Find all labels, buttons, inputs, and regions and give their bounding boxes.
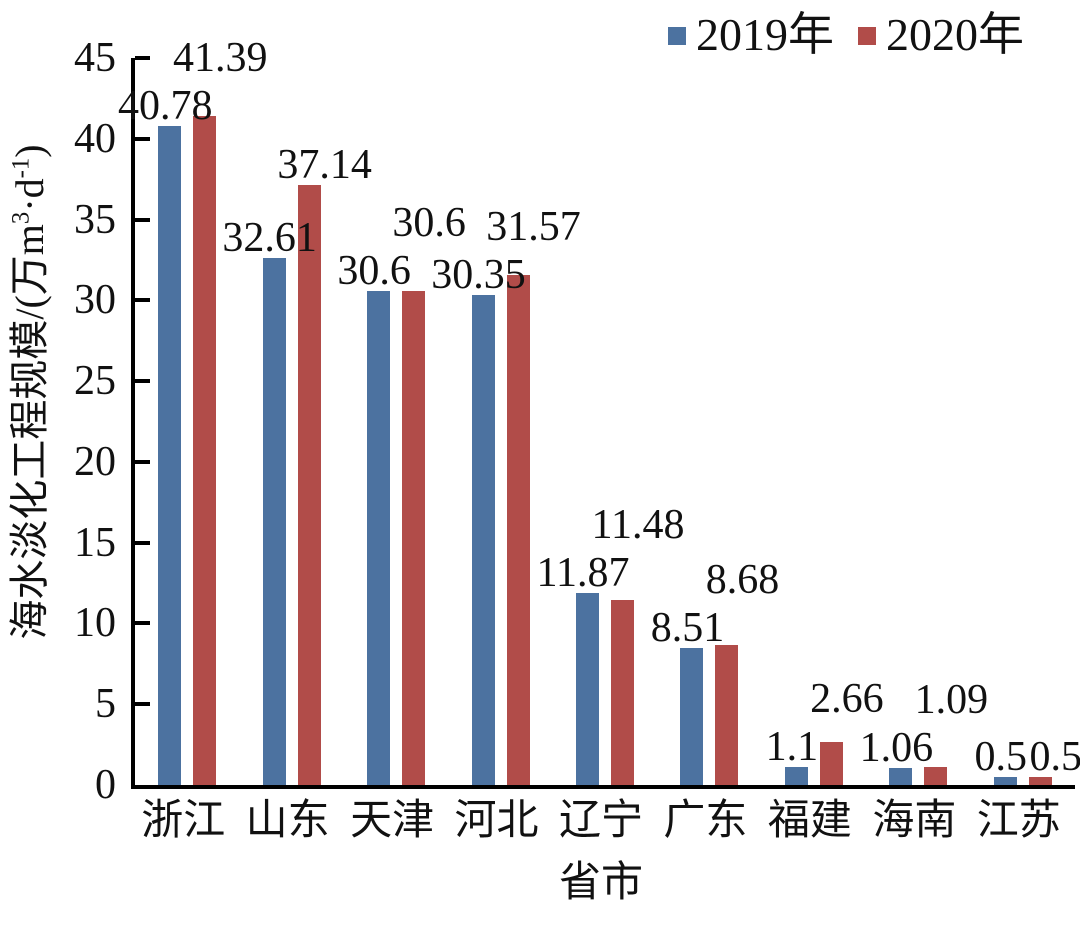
legend-swatch-2019-icon (668, 27, 686, 45)
y-tick-label: 20 (74, 438, 116, 485)
bar-value-label: 30.35 (431, 251, 526, 298)
x-category-label: 广东 (663, 798, 748, 844)
y-tick-mark (135, 459, 150, 464)
plot-area: 40.78 41.39 32.61 37.14 30.6 30.6 30.35 31.57 11… (118, 37, 1080, 789)
bar-value-label: 31.57 (486, 203, 581, 250)
bar-value-label: 37.14 (277, 141, 372, 188)
bar-2020-山东 (297, 184, 321, 785)
bar-value-label: 8.68 (705, 556, 780, 603)
x-category-label: 辽宁 (558, 798, 643, 844)
y-tick-mark (135, 136, 150, 141)
y-tick-mark (135, 540, 150, 545)
bar-value-label: 30.6 (392, 199, 466, 246)
y-tick-label: 35 (74, 196, 116, 243)
bar-2019-广东 (680, 647, 704, 785)
bar-2019-河北 (471, 294, 495, 785)
x-category-label: 江苏 (976, 798, 1061, 844)
y-tick-label: 15 (74, 519, 116, 566)
x-axis-title: 省市 (558, 860, 643, 906)
bar-value-label: 11.87 (536, 550, 630, 597)
chart-legend: 2019年 2020年 (668, 12, 1038, 58)
x-category-label: 浙江 (141, 798, 226, 844)
x-category-label: 山东 (245, 798, 330, 844)
y-tick-label: 40 (74, 115, 116, 162)
bar-2020-广东 (715, 644, 739, 785)
y-tick-label: 30 (74, 277, 116, 324)
y-tick-label: 0 (95, 762, 116, 808)
bar-value-label: 1.09 (914, 676, 989, 723)
bar-value-label: 1.06 (859, 724, 934, 771)
y-tick-mark (135, 56, 150, 60)
y-tick-mark (135, 379, 150, 384)
x-category-label: 福建 (767, 798, 852, 844)
x-category-label: 天津 (350, 798, 435, 844)
y-axis-title-sup-d: -1 (7, 157, 35, 179)
bar-2019-天津 (367, 290, 391, 785)
bar-2020-浙江 (193, 116, 217, 785)
y-tick-mark (135, 702, 150, 707)
y-tick-label: 10 (74, 600, 116, 647)
bar-value-label: 1.1 (765, 724, 819, 771)
bar-value-label: 32.61 (222, 215, 317, 262)
y-tick-label: 45 (74, 35, 116, 81)
bar-2020-福建 (819, 742, 843, 785)
bar-value-label: 2.66 (810, 676, 884, 723)
legend-label-2019: 2019年 (696, 9, 834, 60)
bar-2019-福建 (784, 767, 808, 785)
bar-2020-天津 (402, 290, 426, 785)
y-tick-mark (135, 217, 150, 222)
bar-value-label: 41.39 (172, 35, 268, 82)
bar-2019-海南 (889, 767, 913, 785)
y-tick-mark (135, 298, 150, 303)
bar-value-label: 0.5 (1029, 733, 1080, 780)
y-tick-label: 25 (74, 358, 116, 405)
legend-label-2020: 2020年 (886, 9, 1024, 60)
bar-value-label: 11.48 (591, 502, 685, 549)
y-tick-mark (135, 621, 150, 626)
legend-swatch-2020-icon (858, 27, 876, 45)
bar-value-label: 40.78 (117, 83, 213, 130)
bar-value-label: 0.5 (974, 733, 1028, 780)
y-tick-label: 5 (95, 681, 116, 728)
x-category-label: 海南 (872, 798, 957, 844)
bar-2020-海南 (924, 767, 948, 785)
bar-2020-辽宁 (611, 599, 634, 785)
bar-2019-辽宁 (576, 593, 599, 785)
bar-value-label: 30.6 (337, 247, 411, 294)
bar-2019-浙江 (158, 126, 182, 785)
x-category-label: 河北 (454, 798, 539, 844)
bar-2019-江苏 (993, 776, 1017, 785)
bar-2019-山东 (262, 258, 286, 785)
bar-2020-江苏 (1028, 776, 1052, 785)
bar-2020-河北 (506, 274, 530, 785)
bar-value-label: 8.51 (650, 604, 725, 651)
